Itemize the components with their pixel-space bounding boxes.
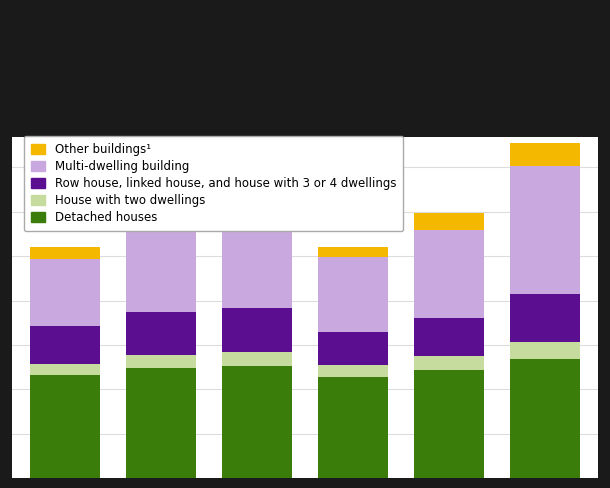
Bar: [223, 366, 292, 478]
Bar: [511, 294, 580, 342]
Bar: [223, 208, 292, 307]
Bar: [511, 342, 580, 359]
Bar: [318, 377, 387, 478]
Bar: [414, 213, 484, 229]
Bar: [126, 355, 196, 368]
Legend: Other buildings¹, Multi-dwelling building, Row house, linked house, and house wi: Other buildings¹, Multi-dwelling buildin…: [24, 136, 403, 231]
Bar: [414, 370, 484, 478]
Bar: [511, 143, 580, 166]
Bar: [318, 257, 387, 332]
Bar: [318, 247, 387, 257]
Bar: [126, 204, 196, 220]
Bar: [30, 247, 99, 259]
Bar: [318, 332, 387, 366]
Bar: [414, 356, 484, 370]
Bar: [223, 307, 292, 352]
Bar: [30, 375, 99, 478]
Bar: [414, 318, 484, 356]
Bar: [511, 166, 580, 294]
Bar: [511, 359, 580, 478]
Bar: [126, 312, 196, 355]
Bar: [30, 364, 99, 375]
Bar: [30, 259, 99, 326]
Bar: [318, 366, 387, 377]
Bar: [30, 326, 99, 364]
Bar: [223, 352, 292, 366]
Bar: [126, 368, 196, 478]
Bar: [126, 220, 196, 312]
Bar: [414, 229, 484, 318]
Bar: [223, 191, 292, 208]
